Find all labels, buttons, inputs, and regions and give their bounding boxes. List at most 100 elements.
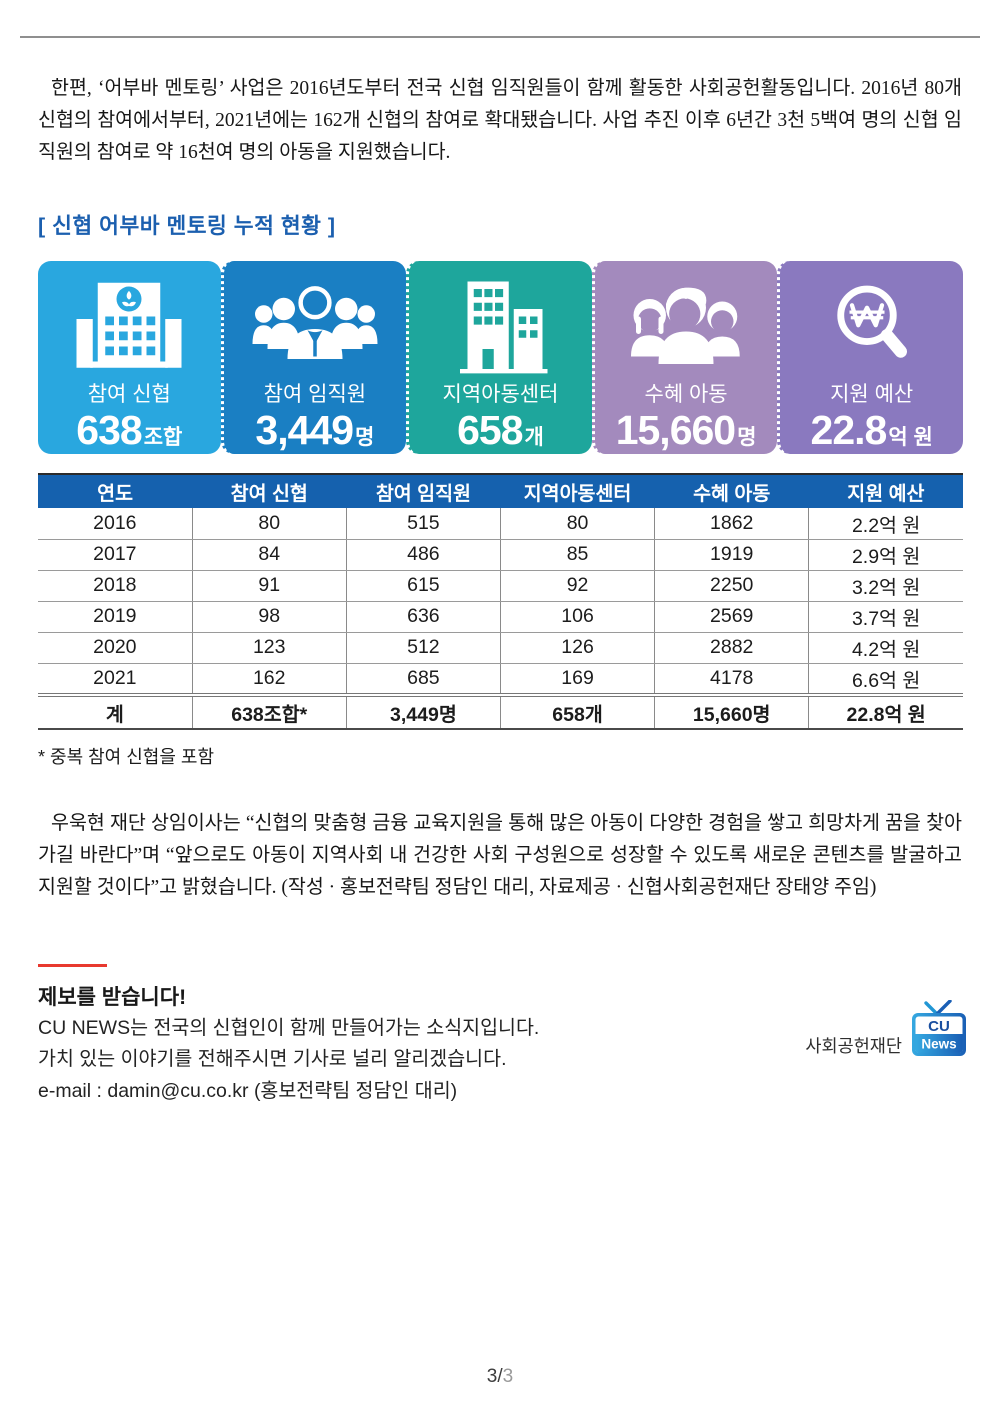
- card-value: 658: [457, 407, 523, 453]
- stat-card-budget: 지원 예산 22.8 억 원: [777, 261, 963, 454]
- red-divider: [38, 963, 107, 967]
- page-total: 3: [502, 1366, 514, 1387]
- table-header-row: 연도 참여 신협 참여 임직원 지역아동센터 수혜 아동 지원 예산: [38, 474, 963, 508]
- table-row: 2016 80 515 80 1862 2.2억 원: [38, 508, 963, 540]
- cell-centers: 169: [499, 663, 655, 695]
- cu-news-logo: CU News: [909, 999, 969, 1063]
- col-header-employees: 참여 임직원: [346, 474, 501, 508]
- budget-magnifier-won-icon: [808, 277, 936, 381]
- stat-card-children: 수혜 아동 15,660 명: [591, 261, 778, 454]
- cell-year: 2019: [38, 601, 193, 633]
- page-separator: /: [497, 1366, 503, 1387]
- cell-budget: 3.2억 원: [808, 570, 963, 602]
- cell-employees: 685: [345, 663, 501, 695]
- cell-employees: 636: [345, 601, 501, 633]
- cell-children: 1919: [654, 539, 809, 571]
- cumulative-stats-table: 연도 참여 신협 참여 임직원 지역아동센터 수혜 아동 지원 예산 2016 8…: [38, 473, 963, 730]
- table-row: 2021 162 685 169 4178 6.6억 원: [38, 663, 963, 695]
- cell-centers: 92: [499, 570, 655, 602]
- card-label: 지원 예산: [830, 383, 914, 406]
- quote-paragraph: 우욱현 재단 상임이사는 “신협의 맞춤형 금융 교육지원을 통해 많은 아동이…: [38, 812, 962, 898]
- cell-children: 4178: [654, 663, 809, 695]
- cell-year: 2020: [38, 632, 193, 664]
- children-icon: [622, 277, 750, 381]
- col-header-budget: 지원 예산: [808, 474, 963, 508]
- report-line-1: CU NEWS는 전국의 신협인이 함께 만들어가는 소식지입니다.: [38, 1016, 540, 1039]
- cell-year: 2018: [38, 570, 193, 602]
- report-title: 제보를 받습니다!: [38, 985, 187, 1009]
- card-value: 15,660: [615, 407, 736, 453]
- cell-employees: 512: [345, 632, 501, 664]
- community-center-buildings-icon: [436, 277, 564, 381]
- branding-block: 사회공헌재단 CU News: [805, 999, 969, 1063]
- total-centers: 658개: [499, 692, 655, 729]
- cell-employees: 615: [345, 570, 501, 602]
- employees-group-icon: [251, 277, 379, 381]
- cell-employees: 486: [345, 539, 501, 571]
- cell-children: 2250: [654, 570, 809, 602]
- cell-unions: 80: [191, 508, 347, 540]
- credit-union-building-icon: [65, 277, 193, 381]
- stat-card-child-centers: 지역아동센터 658 개: [406, 261, 592, 454]
- cell-children: 2569: [654, 601, 809, 633]
- page-number: 3/3: [0, 1366, 1000, 1388]
- table-row: 2020 123 512 126 2882 4.2억 원: [38, 632, 963, 664]
- card-value: 3,449: [255, 407, 354, 453]
- total-budget: 22.8억 원: [808, 692, 963, 729]
- intro-paragraph: 한편, ‘어부바 멘토링’ 사업은 2016년도부터 전국 신협 임직원들이 함…: [38, 78, 962, 163]
- table-footnote: * 중복 참여 신협을 포함: [38, 746, 215, 767]
- card-label: 지역아동센터: [442, 383, 559, 406]
- table-row: 2017 84 486 85 1919 2.9억 원: [38, 539, 963, 571]
- card-label: 수혜 아동: [644, 383, 728, 406]
- table-total-row: 계 638조합* 3,449명 658개 15,660명 22.8억 원: [38, 692, 963, 729]
- stat-cards: 참여 신협 638 조합: [38, 261, 963, 454]
- cell-unions: 98: [191, 601, 347, 633]
- cell-budget: 4.2억 원: [808, 632, 963, 664]
- logo-text-news: News: [921, 1037, 956, 1052]
- card-label: 참여 신협: [87, 383, 171, 406]
- card-unit: 개: [524, 426, 544, 449]
- total-children: 15,660명: [654, 692, 809, 729]
- total-unions: 638조합*: [191, 692, 347, 729]
- cell-budget: 3.7억 원: [808, 601, 963, 633]
- section-title: [ 신협 어부바 멘토링 누적 현황 ]: [38, 214, 336, 238]
- cell-centers: 85: [499, 539, 655, 571]
- cell-children: 2882: [654, 632, 809, 664]
- top-divider: [20, 36, 980, 38]
- cell-unions: 162: [191, 663, 347, 695]
- card-value: 638: [76, 407, 142, 453]
- card-unit: 억 원: [888, 426, 933, 449]
- card-label: 참여 임직원: [263, 383, 367, 406]
- card-unit: 명: [737, 426, 757, 449]
- card-value: 22.8: [810, 407, 888, 453]
- col-header-centers: 지역아동센터: [500, 474, 655, 508]
- cell-centers: 126: [499, 632, 655, 664]
- col-header-children: 수혜 아동: [654, 474, 809, 508]
- cell-year: 2021: [38, 663, 193, 695]
- cell-year: 2017: [38, 539, 193, 571]
- card-unit: 조합: [143, 426, 183, 449]
- cell-centers: 80: [499, 508, 655, 540]
- cell-unions: 84: [191, 539, 347, 571]
- foundation-label: 사회공헌재단: [805, 1036, 902, 1056]
- total-label: 계: [38, 692, 193, 729]
- col-header-unions: 참여 신협: [192, 474, 347, 508]
- cell-year: 2016: [38, 508, 193, 540]
- report-line-2: 가치 있는 이야기를 전해주시면 기사로 널리 알리겠습니다.: [38, 1048, 507, 1070]
- cell-children: 1862: [654, 508, 809, 540]
- report-email-line: e-mail : damin@cu.co.kr (홍보전략팀 정담인 대리): [38, 1079, 458, 1102]
- stat-card-employees: 참여 임직원 3,449 명: [220, 261, 407, 454]
- cell-unions: 123: [191, 632, 347, 664]
- cell-budget: 6.6억 원: [808, 663, 963, 695]
- cell-centers: 106: [499, 601, 655, 633]
- cell-budget: 2.2억 원: [808, 508, 963, 540]
- cell-employees: 515: [345, 508, 501, 540]
- table-row: 2019 98 636 106 2569 3.7억 원: [38, 601, 963, 633]
- cell-budget: 2.9억 원: [808, 539, 963, 571]
- table-row: 2018 91 615 92 2250 3.2억 원: [38, 570, 963, 602]
- logo-text-cu: CU: [928, 1018, 950, 1035]
- total-employees: 3,449명: [345, 692, 501, 729]
- col-header-year: 연도: [38, 474, 193, 508]
- cell-unions: 91: [191, 570, 347, 602]
